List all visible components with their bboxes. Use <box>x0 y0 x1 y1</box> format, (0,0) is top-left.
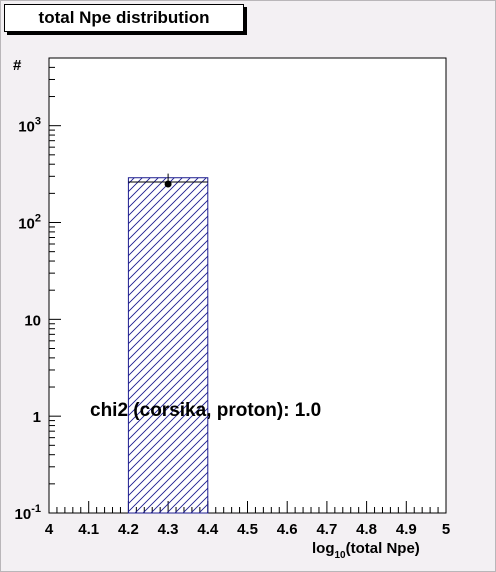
histogram-bars <box>127 177 209 514</box>
y-tick-label: 10 <box>24 312 41 329</box>
y-tick-label: 102 <box>18 213 41 233</box>
histogram-bar <box>127 177 209 514</box>
chi2-annotation: chi2 (corsika, proton): 1.0 <box>90 400 321 421</box>
y-tick-label: 10-1 <box>15 503 41 523</box>
y-tick-exponent: 2 <box>35 213 41 225</box>
data-points <box>164 173 172 188</box>
x-axis-label-main: log <box>312 540 335 557</box>
y-tick-exponent: -1 <box>31 503 41 515</box>
y-tick-exponent: 3 <box>35 116 41 128</box>
x-tick-label: 4.3 <box>158 521 179 538</box>
y-tick-base: 10 <box>18 216 35 233</box>
x-tick-label: 4.4 <box>197 521 219 538</box>
x-tick-labels: 4 4.1 4.2 4.3 4.4 4.5 4.6 4.7 4.8 4.9 5 <box>45 521 450 538</box>
data-point <box>164 180 172 188</box>
y-tick-base: 10 <box>15 506 32 523</box>
x-tick-label: 4.1 <box>78 521 99 538</box>
x-tick-label: 4.5 <box>237 521 258 538</box>
y-tick-label: 103 <box>18 116 41 136</box>
x-tick-label: 4.2 <box>118 521 139 538</box>
y-axis-label: # <box>13 57 22 74</box>
x-tick-label: 4.6 <box>277 521 298 538</box>
chart-title-box: total Npe distribution <box>4 4 244 32</box>
x-axis-label-rest: (total Npe) <box>346 540 420 557</box>
x-tick-label: 4.8 <box>356 521 377 538</box>
chart-title: total Npe distribution <box>38 8 210 27</box>
plot-frame <box>48 57 447 514</box>
x-tick-label: 4 <box>45 521 54 538</box>
x-tick-label: 4.7 <box>316 521 337 538</box>
x-axis-label-subscript: 10 <box>335 550 347 561</box>
x-tick-label: 5 <box>442 521 450 538</box>
y-tick-base: 10 <box>18 119 35 136</box>
y-tick-label: 1 <box>33 409 41 426</box>
x-axis-label: log10(total Npe) <box>312 540 420 561</box>
x-tick-label: 4.9 <box>396 521 417 538</box>
